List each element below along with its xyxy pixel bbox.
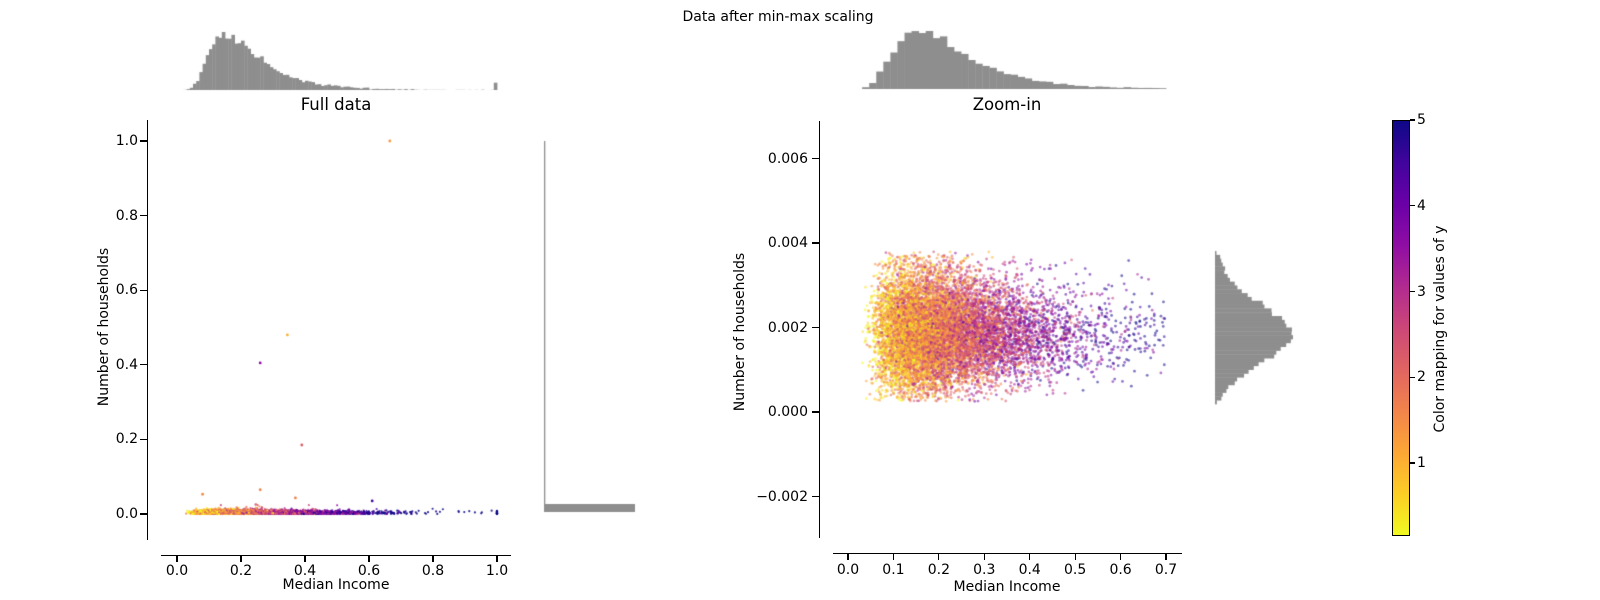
colorbar-label: Color mapping for values of y — [1432, 225, 1448, 433]
full-data-bottom-spine — [161, 555, 511, 557]
zoom-in-x-tick — [938, 553, 940, 560]
full-data-y-tick — [140, 215, 147, 217]
zoom-in-y-tick-label: 0.000 — [767, 404, 808, 420]
zoom-in-y-tick — [812, 495, 819, 498]
full-data-x-tick — [176, 555, 178, 562]
zoom-in-y-tick — [812, 242, 819, 244]
full-data-x-tick — [304, 555, 306, 562]
colorbar-tick-label: 1 — [1417, 455, 1426, 472]
full-data-x-tick — [432, 555, 434, 562]
colorbar-tick-label: 4 — [1417, 197, 1426, 214]
zoom-in-y-tick — [812, 411, 819, 413]
panel-full-data-xlabel: Median Income — [282, 577, 390, 593]
full-data-x-tick-label: 0.4 — [293, 563, 317, 579]
colorbar-gradient — [1392, 120, 1410, 536]
full-data-x-tick-label: 0.8 — [421, 563, 445, 579]
colorbar-tick — [1410, 376, 1415, 378]
zoom-in-x-tick-label: 0.5 — [1064, 562, 1087, 578]
zoom-in-x-tick — [983, 553, 985, 560]
colorbar-tick-label: 3 — [1417, 283, 1426, 300]
zoom-in-bottom-spine — [833, 553, 1182, 555]
zoom-in-x-tick — [1165, 553, 1167, 560]
full-data-x-tick-label: 0.0 — [165, 563, 189, 579]
full-data-x-tick — [368, 555, 370, 562]
zoom-in-left-spine — [819, 121, 821, 538]
full-data-x-tick-label: 0.2 — [229, 563, 253, 579]
zoom-in-x-tick — [847, 553, 849, 560]
full-data-x-tick-label: 0.6 — [357, 563, 381, 579]
zoom-in-y-tick — [812, 157, 819, 160]
full-data-y-tick — [140, 140, 147, 142]
figure-suptitle: Data after min-max scaling — [682, 9, 874, 25]
zoom-in-y-tick — [812, 326, 819, 329]
zoom-in-x-tick — [1074, 553, 1076, 560]
zoom-in-x-tick-label: 0.4 — [1018, 562, 1041, 578]
full-data-y-tick-label: 0.4 — [115, 356, 138, 373]
zoom-in-x-tick-label: 0.6 — [1109, 562, 1132, 578]
full-data-y-tick-label: 0.0 — [115, 506, 138, 522]
colorbar-tick-label: 2 — [1417, 369, 1426, 386]
colorbar-tick — [1410, 290, 1415, 293]
colorbar-tick — [1410, 205, 1415, 207]
full-data-y-tick-label: 0.2 — [115, 431, 138, 448]
zoom-in-y-tick-label: −0.002 — [756, 488, 808, 505]
colorbar-tick — [1410, 462, 1415, 464]
zoom-in-x-tick — [1119, 553, 1122, 560]
full-data-y-tick-label: 1.0 — [115, 133, 138, 149]
full-data-x-tick — [496, 555, 498, 562]
panel-zoom-in-title: Zoom-in — [972, 95, 1042, 114]
colorbar-tick — [1410, 119, 1415, 121]
full-data-left-spine — [147, 120, 149, 540]
full-data-x-tick — [240, 555, 242, 562]
zoom-in-y-tick-label: 0.004 — [767, 235, 808, 251]
colorbar-tick-label: 5 — [1417, 112, 1426, 128]
zoom-in-x-tick — [892, 553, 895, 560]
full-data-y-tick — [140, 513, 147, 515]
full-data-y-tick — [140, 438, 147, 440]
panel-zoom-in-xlabel: Median Income — [953, 579, 1061, 595]
panel-full-data-ylabel: Number of households — [96, 247, 112, 407]
full-data-y-tick — [140, 364, 147, 366]
zoom-in-x-tick-label: 0.0 — [836, 562, 860, 578]
zoom-in-x-tick — [1029, 553, 1031, 560]
zoom-in-y-tick-label: 0.002 — [767, 319, 808, 336]
zoom-in-x-tick-label: 0.2 — [927, 562, 950, 578]
zoom-in-x-tick-label: 0.3 — [973, 562, 996, 578]
full-data-x-tick-label: 1.0 — [485, 563, 509, 579]
full-data-y-tick-label: 0.8 — [115, 207, 138, 224]
zoom-in-y-tick-label: 0.006 — [767, 150, 808, 167]
full-data-y-tick-label: 0.6 — [115, 282, 138, 299]
full-data-y-tick — [140, 289, 147, 291]
panel-full-data-title: Full data — [300, 95, 372, 114]
zoom-in-x-tick-label: 0.1 — [882, 562, 905, 578]
zoom-in-x-tick-label: 0.7 — [1154, 562, 1178, 578]
